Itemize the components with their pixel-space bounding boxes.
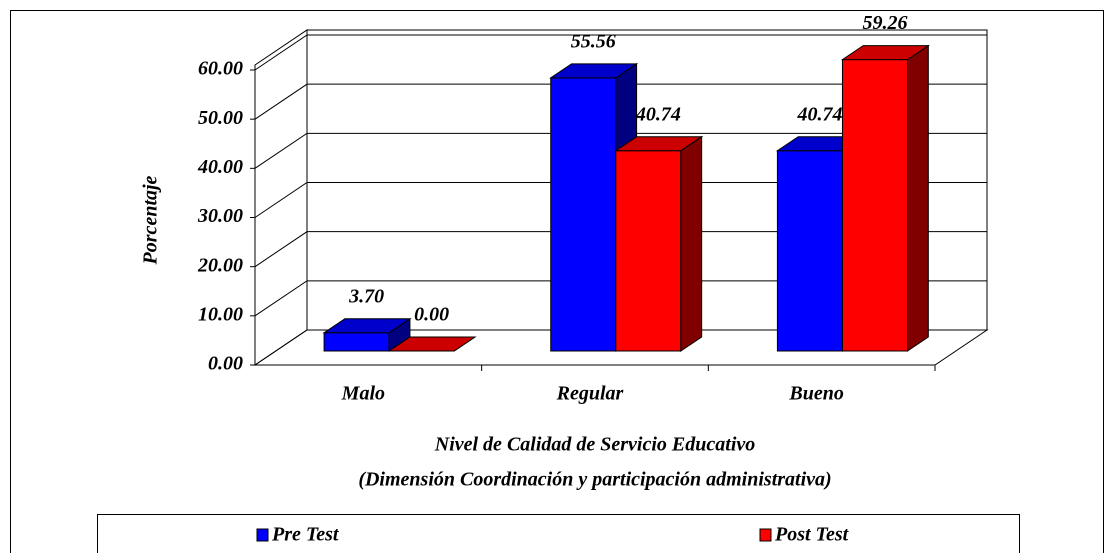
- bar: [387, 336, 477, 352]
- grid-line: [254, 132, 987, 169]
- grid-line: [254, 329, 987, 366]
- y-tick-label: 60.00: [198, 58, 243, 80]
- bar: [614, 135, 704, 352]
- bar: [840, 44, 930, 352]
- x-tick-label: Malo: [341, 383, 385, 405]
- data-label: 55.56: [571, 30, 616, 52]
- y-tick-label: 30.00: [197, 205, 243, 227]
- grid-line: [254, 34, 987, 71]
- bar: [322, 317, 412, 352]
- x-tick-label: Regular: [556, 383, 624, 405]
- x-tick-label: Bueno: [788, 383, 843, 405]
- bar-top: [840, 45, 930, 61]
- grid-line: [254, 231, 987, 268]
- x-axis-title: Nivel de Calidad de Servicio Educativo: [434, 434, 756, 456]
- bar-side: [680, 135, 703, 352]
- legend-label: Post Test: [774, 524, 850, 546]
- legend-swatch: [759, 528, 772, 542]
- data-label: 3.70: [348, 285, 384, 307]
- data-label: 59.26: [862, 12, 907, 34]
- side-wall: [254, 29, 308, 366]
- grid-line: [254, 182, 987, 218]
- legend-swatch: [256, 528, 269, 542]
- chart-frame: [10, 10, 1104, 553]
- y-tick-label: 0.00: [208, 353, 243, 375]
- grid-line: [254, 280, 987, 317]
- grid-line: [254, 83, 987, 120]
- bar-top: [614, 136, 704, 152]
- data-label: 40.74: [635, 103, 681, 125]
- y-tick-label: 50.00: [198, 107, 243, 129]
- legend-label: Pre Test: [271, 524, 340, 546]
- bar-top: [387, 336, 477, 352]
- bar-front: [841, 59, 909, 352]
- x-axis-title: (Dimensión Coordinación y participación …: [358, 469, 831, 491]
- bar-top: [322, 318, 412, 334]
- data-label: 0.00: [414, 304, 449, 326]
- bar-front: [323, 332, 390, 352]
- y-axis-label: Porcentaje: [140, 175, 162, 265]
- bar-side: [907, 44, 929, 352]
- bar-front: [550, 77, 617, 352]
- bar-front: [776, 150, 843, 352]
- y-tick-label: 10.00: [198, 303, 243, 325]
- bar-front: [615, 150, 682, 352]
- y-tick-label: 20.00: [197, 254, 243, 276]
- bar-top: [549, 63, 639, 79]
- y-tick-label: 40.00: [197, 156, 243, 178]
- data-label: 40.74: [796, 103, 842, 125]
- legend: [97, 514, 1020, 553]
